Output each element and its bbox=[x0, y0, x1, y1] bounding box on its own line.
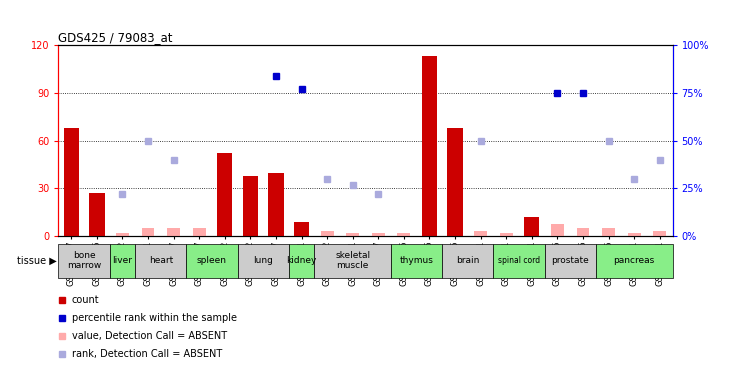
Text: lung: lung bbox=[253, 256, 273, 265]
Bar bbox=[89, 193, 105, 236]
Text: tissue ▶: tissue ▶ bbox=[18, 256, 57, 266]
Bar bbox=[167, 228, 180, 236]
Bar bbox=[596, 244, 673, 278]
Text: kidney: kidney bbox=[287, 256, 317, 265]
Text: thymus: thymus bbox=[400, 256, 433, 265]
Text: count: count bbox=[72, 295, 99, 305]
Bar bbox=[524, 217, 539, 236]
Text: rank, Detection Call = ABSENT: rank, Detection Call = ABSENT bbox=[72, 349, 222, 359]
Text: bone
marrow: bone marrow bbox=[67, 251, 101, 270]
Bar bbox=[474, 231, 487, 236]
Bar bbox=[493, 244, 545, 278]
Bar bbox=[58, 244, 110, 278]
Bar bbox=[602, 228, 615, 236]
Bar bbox=[346, 233, 359, 236]
Bar bbox=[447, 128, 463, 236]
Text: heart: heart bbox=[148, 256, 173, 265]
Bar bbox=[217, 153, 232, 236]
Bar bbox=[545, 244, 596, 278]
Text: GDS425 / 79083_at: GDS425 / 79083_at bbox=[58, 31, 173, 44]
Bar bbox=[577, 228, 589, 236]
Bar bbox=[135, 244, 186, 278]
Bar bbox=[628, 233, 640, 236]
Text: liver: liver bbox=[113, 256, 132, 265]
Text: value, Detection Call = ABSENT: value, Detection Call = ABSENT bbox=[72, 331, 227, 341]
Bar bbox=[193, 228, 205, 236]
Text: spleen: spleen bbox=[197, 256, 227, 265]
Bar bbox=[238, 244, 289, 278]
Bar bbox=[314, 244, 391, 278]
Bar bbox=[442, 244, 493, 278]
Bar bbox=[500, 233, 512, 236]
Bar bbox=[294, 222, 309, 236]
Bar bbox=[654, 231, 666, 236]
Bar bbox=[551, 224, 564, 236]
Bar bbox=[243, 176, 258, 236]
Bar bbox=[142, 228, 154, 236]
Text: spinal cord: spinal cord bbox=[498, 256, 540, 265]
Bar bbox=[289, 244, 314, 278]
Text: percentile rank within the sample: percentile rank within the sample bbox=[72, 313, 237, 323]
Bar bbox=[372, 233, 385, 236]
Text: brain: brain bbox=[456, 256, 480, 265]
Bar bbox=[110, 244, 135, 278]
Bar bbox=[398, 233, 410, 236]
Bar bbox=[116, 233, 129, 236]
Text: prostate: prostate bbox=[551, 256, 589, 265]
Bar bbox=[268, 172, 284, 236]
Bar bbox=[64, 128, 79, 236]
Bar bbox=[391, 244, 442, 278]
Text: pancreas: pancreas bbox=[613, 256, 655, 265]
Bar bbox=[422, 56, 437, 236]
Text: skeletal
muscle: skeletal muscle bbox=[335, 251, 371, 270]
Bar bbox=[186, 244, 238, 278]
Bar bbox=[321, 231, 333, 236]
